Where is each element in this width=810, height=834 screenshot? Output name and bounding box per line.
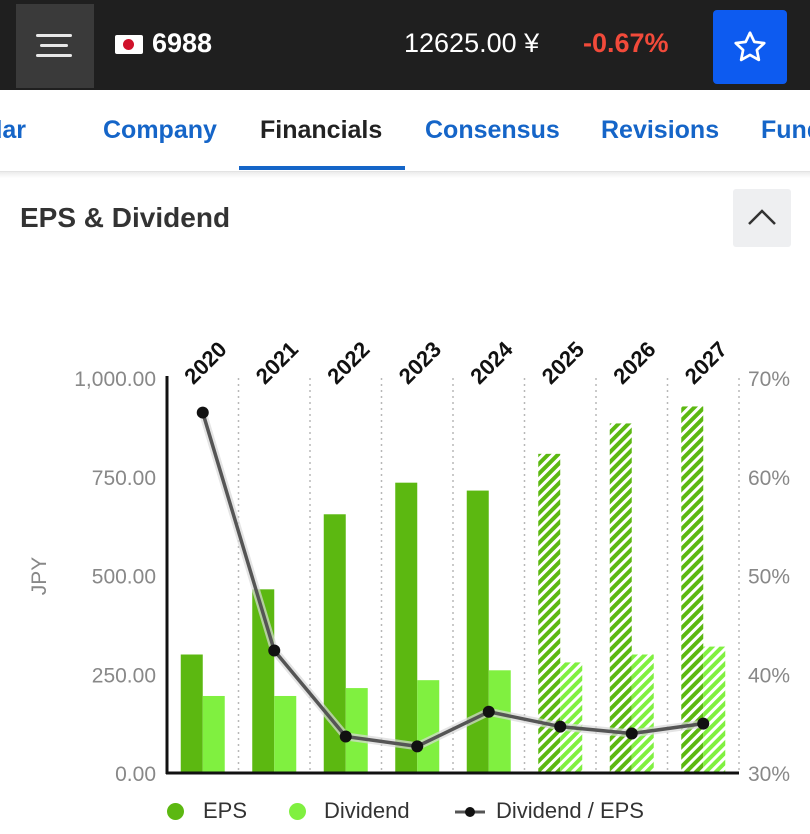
eps-bar — [180, 654, 203, 773]
eps-bar — [681, 406, 704, 773]
ratio-point — [196, 406, 209, 419]
dividend-bar — [417, 680, 440, 773]
japan-flag-icon — [115, 35, 143, 54]
legend-eps-marker — [167, 803, 184, 820]
ratio-point — [554, 720, 567, 733]
ratio-point — [482, 705, 495, 718]
legend-dividend-eps[interactable]: Dividend / EPS — [496, 798, 644, 823]
ratio-point — [268, 644, 281, 657]
y-right-tick-label: 50% — [748, 566, 790, 589]
ticker-symbol: 6988 — [152, 28, 213, 58]
x-tick-label: 2023 — [394, 337, 446, 389]
tab-company[interactable]: Company — [103, 116, 217, 144]
tab-consensus[interactable]: Consensus — [425, 116, 560, 144]
x-tick-label: 2020 — [179, 337, 231, 389]
collapse-button[interactable] — [733, 189, 791, 247]
x-tick-label: 2026 — [608, 337, 660, 389]
y-right-tick-label: 60% — [748, 467, 790, 490]
legend-eps[interactable]: EPS — [203, 798, 248, 823]
y-left-tick-label: 0.00 — [115, 763, 156, 786]
ratio-point — [625, 727, 638, 740]
tab-revisions[interactable]: Revisions — [601, 116, 720, 144]
eps-bar — [609, 423, 632, 773]
y-left-tick-label: 750.00 — [92, 467, 156, 490]
eps-bar — [538, 453, 561, 773]
tab-financials[interactable]: Financials — [260, 116, 383, 144]
x-tick-label: 2021 — [251, 337, 303, 389]
x-tick-label: 2025 — [537, 337, 589, 389]
menu-button[interactable] — [16, 4, 94, 88]
star-outline-icon — [734, 31, 766, 62]
eps-bar — [466, 490, 489, 773]
tab-shadow — [0, 172, 810, 178]
y-right-tick-label: 30% — [748, 763, 790, 786]
legend-dividend[interactable]: Dividend — [324, 798, 410, 823]
y-left-tick-label: 1,000.00 — [74, 368, 156, 391]
active-tab-indicator — [239, 166, 405, 170]
tab-bar: Calendar Company Financials Consensus Re… — [0, 90, 810, 172]
ratio-point — [411, 740, 424, 753]
tab-fundamentals[interactable]: Fundamentals — [761, 116, 810, 144]
y-left-tick-label: 250.00 — [92, 664, 156, 687]
dividend-bar — [202, 695, 225, 773]
eps-bar — [395, 482, 418, 773]
dividend-bar — [631, 654, 654, 773]
stock-price: 12625.00 ¥ — [404, 28, 540, 58]
x-tick-label: 2027 — [680, 337, 732, 389]
section-title: EPS & Dividend — [20, 202, 231, 233]
tab-calendar[interactable]: Calendar — [0, 116, 26, 144]
y-right-tick-label: 40% — [748, 664, 790, 687]
dividend-bar — [560, 662, 583, 773]
ratio-point — [697, 717, 710, 730]
legend-ratio-marker — [455, 807, 485, 817]
y-right-tick-label: 70% — [748, 368, 790, 391]
y-axis-label: JPY — [28, 557, 51, 596]
eps-bar — [323, 514, 346, 773]
hamburger-icon-line — [40, 44, 68, 47]
chevron-up-icon — [748, 209, 776, 225]
top-bar: 6988 12625.00 ¥ -0.67% — [0, 0, 810, 90]
dividend-bar — [488, 670, 511, 773]
hamburger-icon — [36, 34, 72, 37]
legend-dividend-marker — [289, 803, 306, 820]
x-tick-label: 2022 — [322, 337, 374, 389]
x-tick-label: 2024 — [465, 336, 518, 389]
dividend-bar — [703, 646, 726, 773]
dividend-bar — [345, 688, 368, 773]
ratio-point — [339, 730, 352, 743]
hamburger-icon-line — [36, 54, 72, 57]
price-change: -0.67% — [583, 28, 669, 58]
dividend-bar — [274, 695, 297, 773]
eps-dividend-chart: 2020 2021 2022 2023 2024 2025 2026 2027 0.00 250.… — [28, 336, 790, 786]
ratio-line — [201, 412, 704, 749]
y-left-tick-label: 500.00 — [92, 566, 156, 589]
favorite-button[interactable] — [713, 10, 787, 84]
